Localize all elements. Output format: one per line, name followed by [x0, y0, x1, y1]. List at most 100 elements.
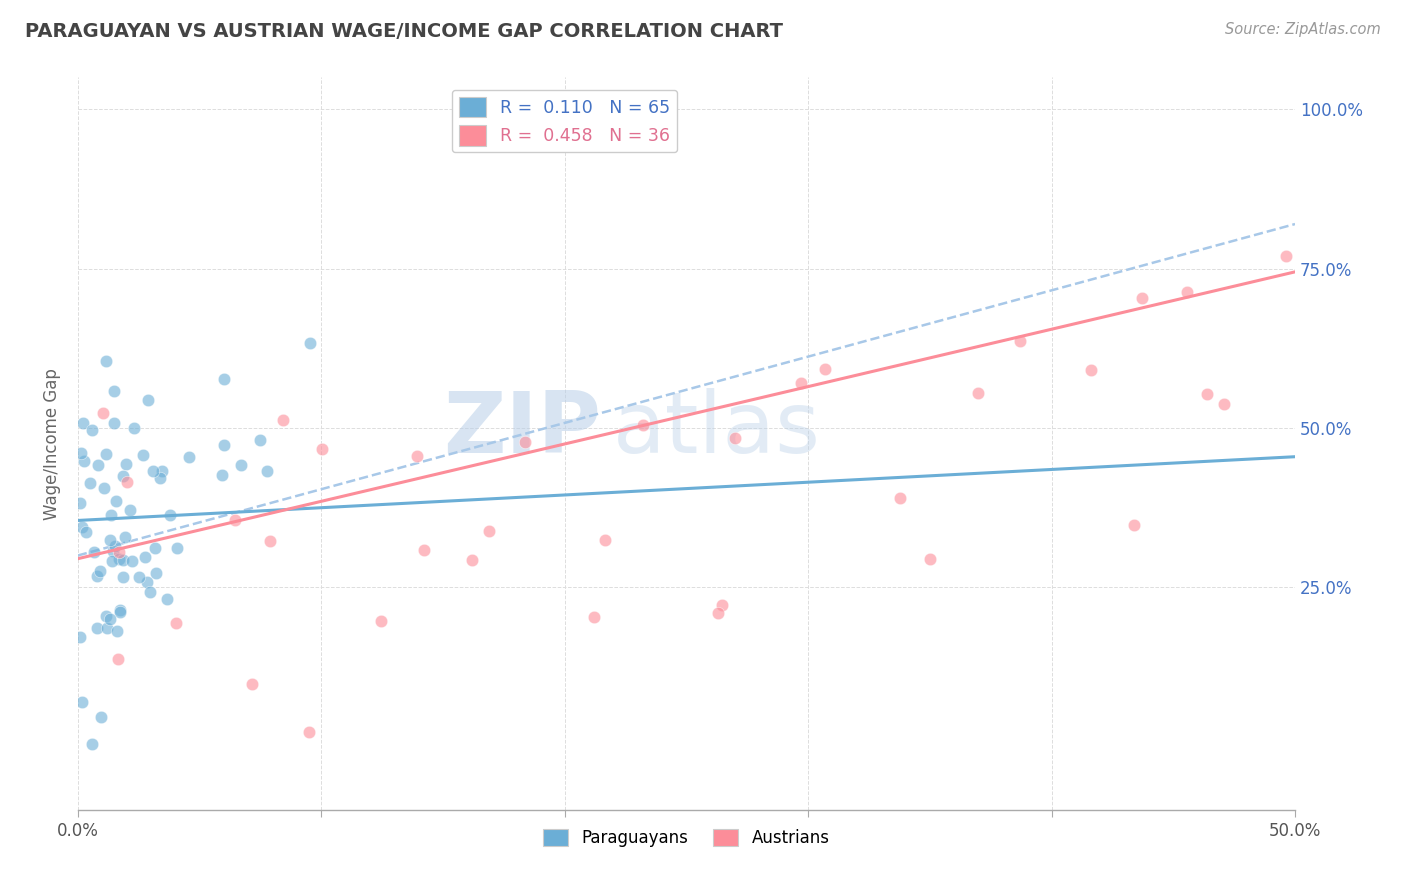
- Point: [297, 725, 319, 739]
- Point: [212, 438, 235, 452]
- Point: [1130, 291, 1153, 305]
- Point: [69, 496, 91, 510]
- Point: [224, 513, 246, 527]
- Point: [72, 416, 94, 430]
- Point: [122, 421, 145, 435]
- Point: [813, 361, 835, 376]
- Point: [111, 553, 134, 567]
- Point: [105, 493, 128, 508]
- Y-axis label: Wage/Income Gap: Wage/Income Gap: [44, 368, 60, 520]
- Point: [889, 491, 911, 505]
- Point: [790, 376, 813, 391]
- Point: [69, 630, 91, 644]
- Point: [406, 449, 429, 463]
- Point: [80, 423, 103, 437]
- Point: [136, 575, 159, 590]
- Point: [271, 413, 294, 427]
- Point: [1195, 387, 1218, 401]
- Point: [86, 569, 108, 583]
- Point: [87, 458, 110, 472]
- Point: [89, 564, 111, 578]
- Point: [299, 336, 322, 351]
- Point: [918, 551, 941, 566]
- Point: [108, 602, 131, 616]
- Legend: Paraguayans, Austrians: Paraguayans, Austrians: [537, 822, 837, 854]
- Point: [118, 502, 141, 516]
- Point: [256, 464, 278, 478]
- Point: [1080, 363, 1102, 377]
- Point: [631, 418, 654, 433]
- Point: [107, 651, 129, 665]
- Point: [212, 372, 235, 386]
- Point: [707, 607, 730, 621]
- Point: [101, 543, 124, 558]
- Point: [100, 508, 122, 523]
- Point: [370, 614, 392, 628]
- Point: [103, 416, 125, 430]
- Text: PARAGUAYAN VS AUSTRIAN WAGE/INCOME GAP CORRELATION CHART: PARAGUAYAN VS AUSTRIAN WAGE/INCOME GAP C…: [25, 22, 783, 41]
- Point: [83, 545, 105, 559]
- Point: [150, 464, 173, 478]
- Point: [121, 554, 143, 568]
- Point: [142, 464, 165, 478]
- Point: [76, 525, 98, 540]
- Point: [513, 435, 536, 450]
- Point: [249, 434, 271, 448]
- Point: [115, 457, 138, 471]
- Point: [724, 431, 747, 445]
- Point: [159, 508, 181, 523]
- Point: [70, 695, 93, 709]
- Point: [413, 542, 436, 557]
- Point: [128, 570, 150, 584]
- Point: [105, 624, 128, 639]
- Point: [91, 406, 114, 420]
- Point: [136, 392, 159, 407]
- Point: [79, 475, 101, 490]
- Point: [73, 454, 96, 468]
- Point: [229, 458, 252, 472]
- Point: [149, 471, 172, 485]
- Point: [711, 598, 734, 612]
- Point: [94, 447, 117, 461]
- Point: [98, 612, 121, 626]
- Point: [1177, 285, 1199, 299]
- Point: [582, 609, 605, 624]
- Point: [132, 448, 155, 462]
- Point: [134, 550, 156, 565]
- Point: [143, 541, 166, 556]
- Point: [86, 621, 108, 635]
- Point: [240, 676, 263, 690]
- Point: [1122, 517, 1144, 532]
- Point: [967, 386, 990, 401]
- Point: [259, 534, 281, 549]
- Text: atlas: atlas: [613, 388, 821, 471]
- Text: ZIP: ZIP: [443, 388, 602, 471]
- Point: [94, 609, 117, 624]
- Point: [1008, 334, 1031, 349]
- Point: [1212, 397, 1234, 411]
- Point: [100, 554, 122, 568]
- Point: [70, 445, 93, 459]
- Point: [593, 533, 616, 547]
- Point: [100, 533, 122, 548]
- Point: [82, 737, 104, 751]
- Point: [111, 570, 134, 584]
- Point: [103, 384, 125, 399]
- Point: [211, 467, 233, 482]
- Point: [139, 584, 162, 599]
- Point: [93, 481, 115, 495]
- Point: [177, 450, 200, 465]
- Point: [108, 605, 131, 619]
- Point: [478, 524, 501, 539]
- Point: [94, 354, 117, 368]
- Point: [165, 615, 187, 630]
- Point: [311, 442, 333, 457]
- Point: [461, 553, 484, 567]
- Point: [1275, 249, 1298, 263]
- Point: [96, 621, 118, 635]
- Point: [108, 551, 131, 566]
- Point: [114, 530, 136, 544]
- Point: [115, 475, 138, 489]
- Point: [166, 541, 188, 555]
- Point: [111, 468, 134, 483]
